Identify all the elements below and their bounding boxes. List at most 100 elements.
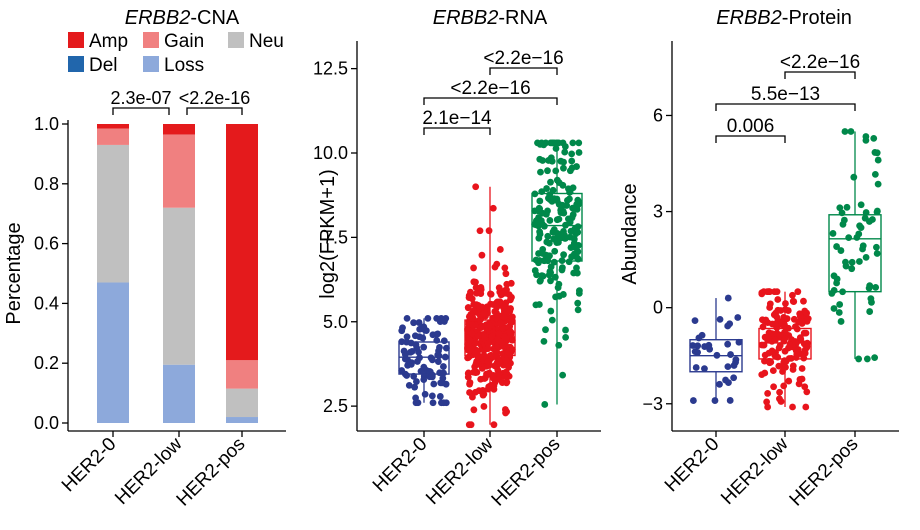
data-point — [566, 195, 573, 203]
data-point — [780, 313, 788, 321]
data-point — [406, 348, 414, 356]
data-point — [502, 368, 510, 376]
box-her2-low — [758, 288, 812, 411]
data-point — [428, 372, 436, 380]
data-point — [706, 345, 714, 353]
data-point — [780, 382, 788, 390]
data-point — [403, 372, 411, 379]
data-point — [477, 375, 485, 383]
y-axis-label: Abundance — [619, 183, 641, 284]
data-point — [477, 290, 485, 297]
data-point — [689, 342, 697, 349]
data-point — [734, 314, 742, 321]
data-point — [798, 375, 806, 383]
data-point — [542, 139, 550, 147]
comparison-1: <2.2e-16 — [179, 88, 250, 115]
y-tick-label: 0.6 — [34, 234, 59, 254]
bar-segment-loss — [97, 282, 129, 423]
data-point — [544, 232, 552, 240]
data-point — [732, 356, 740, 364]
data-point — [398, 327, 406, 335]
data-point — [796, 310, 804, 318]
data-point — [777, 307, 785, 314]
bracket-line — [423, 97, 558, 105]
data-point — [419, 334, 427, 342]
protein-boxes — [689, 128, 882, 411]
data-point — [871, 149, 879, 156]
data-point — [848, 258, 856, 266]
data-point — [470, 278, 478, 286]
data-point — [430, 380, 438, 388]
data-point — [403, 314, 411, 322]
data-point — [552, 145, 560, 152]
data-point — [803, 344, 811, 351]
comparison-0: 0.006 — [715, 116, 786, 143]
data-point — [541, 401, 549, 408]
bracket-line — [784, 71, 856, 79]
data-point — [776, 388, 783, 396]
data-point — [873, 243, 880, 251]
data-point — [575, 149, 583, 156]
data-point — [842, 262, 850, 270]
data-point — [689, 397, 697, 404]
data-point — [484, 385, 492, 393]
data-point — [417, 325, 425, 333]
data-point — [410, 372, 418, 380]
data-point — [574, 255, 582, 263]
data-point — [551, 273, 559, 281]
bar-segment-gain — [226, 360, 258, 389]
data-point — [547, 277, 554, 285]
data-point — [538, 188, 546, 196]
data-point — [772, 349, 779, 357]
y-axis-2: −3 0 3 6 Abundance — [619, 41, 673, 431]
data-point — [837, 318, 845, 325]
data-point — [562, 326, 569, 334]
data-point — [465, 313, 473, 320]
data-point — [560, 164, 567, 172]
data-point — [548, 316, 556, 324]
data-point — [398, 338, 406, 346]
data-point — [785, 377, 793, 385]
data-point — [540, 222, 548, 230]
data-point — [804, 315, 812, 323]
x-tick-label: HER2-0 — [369, 434, 432, 497]
bar-segment-amp — [163, 124, 195, 135]
data-point — [769, 367, 777, 375]
data-point — [793, 350, 801, 358]
data-point — [568, 164, 576, 172]
data-point — [469, 321, 477, 329]
data-point — [777, 398, 785, 405]
title-suffix: -CNA — [190, 7, 240, 29]
data-point — [726, 397, 734, 404]
data-point — [439, 363, 447, 370]
data-point — [428, 356, 436, 364]
data-point — [465, 294, 473, 302]
data-point — [535, 250, 542, 257]
data-point — [866, 218, 873, 225]
data-point — [553, 239, 561, 247]
data-point — [558, 257, 566, 265]
data-point — [542, 210, 550, 218]
data-point — [833, 279, 841, 287]
data-point — [774, 296, 782, 303]
data-point — [776, 342, 784, 349]
data-point — [442, 380, 450, 388]
data-point — [796, 334, 804, 342]
data-point — [784, 307, 792, 314]
data-point — [470, 406, 478, 414]
data-point — [555, 292, 563, 300]
data-point — [698, 331, 706, 339]
data-point — [434, 358, 442, 365]
data-point — [713, 351, 721, 359]
rna-boxes — [398, 139, 583, 429]
y-axis-label: Percentage — [3, 222, 25, 324]
data-point — [435, 352, 443, 360]
data-point — [485, 227, 493, 235]
data-point — [772, 309, 780, 317]
data-point — [544, 257, 552, 265]
data-point — [552, 167, 560, 175]
data-point — [837, 247, 845, 254]
data-point — [537, 168, 544, 176]
data-point — [838, 209, 846, 217]
